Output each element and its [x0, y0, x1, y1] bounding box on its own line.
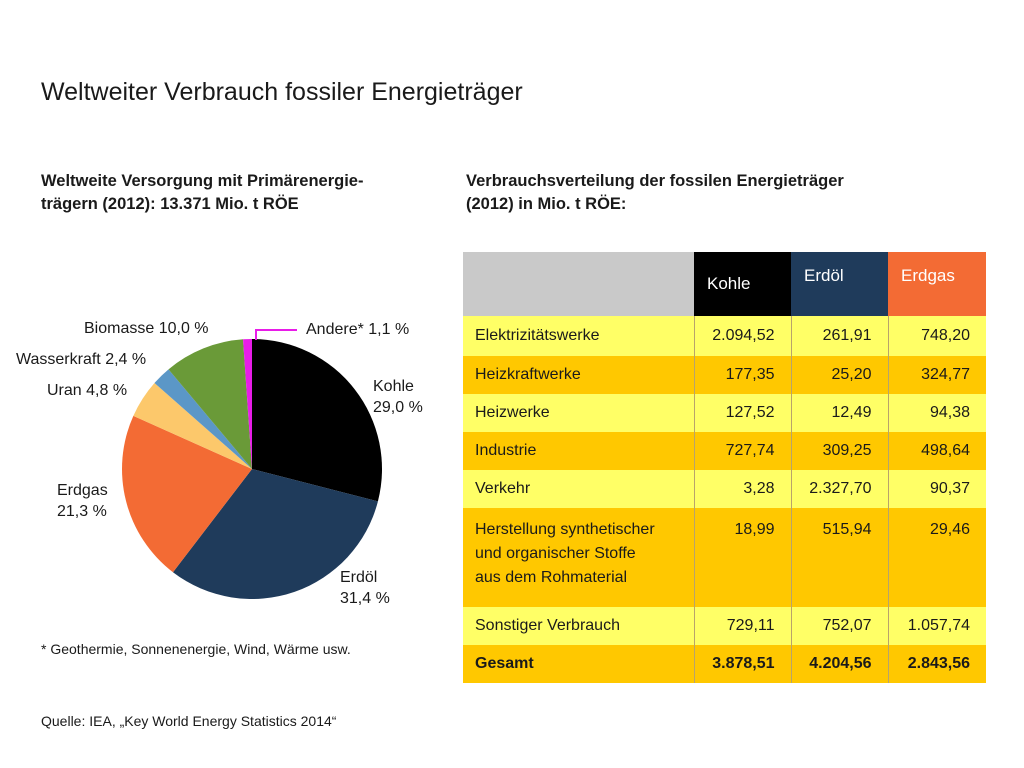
table-row: Elektrizitätswerke 2.094,52 261,91 748,2… — [463, 316, 986, 356]
pie-chart: Kohle 29,0 % Erdöl 31,4 % Erdgas 21,3 % Uran 4… — [16, 320, 423, 607]
pie-labels: Kohle 29,0 % Erdöl 31,4 % Erdgas 21,3 % Uran 4… — [16, 320, 423, 607]
pie-slice-uran — [133, 383, 252, 469]
footnote: * Geothermie, Sonnenenergie, Wind, Wärme… — [41, 641, 351, 657]
pie-label-erdöl: Erdöl 31,4 % — [340, 569, 390, 607]
value-cell: 29,46 — [888, 508, 986, 607]
page-title: Weltweiter Verbrauch fossiler Energieträ… — [41, 78, 523, 106]
value-cell: 727,74 — [694, 432, 792, 470]
row-label-line: aus dem Rohmaterial — [475, 569, 628, 586]
table-header-row: Kohle Erdöl Erdgas — [463, 252, 986, 316]
table-total-row: Gesamt 3.878,51 4.204,56 2.843,56 — [463, 645, 986, 683]
table-row: Sonstiger Verbrauch 729,11 752,07 1.057,… — [463, 607, 986, 645]
column-header-erdgas: Erdgas — [888, 252, 986, 316]
pie-heading-line-1: Weltweite Versorgung mit Primärenergie- — [41, 172, 364, 190]
pie-slice-andere — [243, 339, 252, 469]
value-cell: 25,20 — [791, 356, 889, 394]
value-cell: 90,37 — [888, 470, 986, 508]
value-cell: 729,11 — [694, 607, 792, 645]
table-heading-line-2: (2012) in Mio. t RÖE: — [466, 195, 627, 213]
value-cell: 127,52 — [694, 394, 792, 432]
header-empty-cell — [463, 252, 694, 316]
row-label: Sonstiger Verbrauch — [463, 607, 695, 645]
column-header-kohle: Kohle — [694, 252, 791, 316]
value-cell: 261,91 — [791, 316, 889, 356]
row-label: Industrie — [463, 432, 695, 470]
value-cell: 3,28 — [694, 470, 792, 508]
table-heading: Verbrauchsverteilung der fossilen Energi… — [466, 170, 926, 216]
pie-label-kohle: Kohle 29,0 % — [373, 378, 423, 416]
table-row: Verkehr 3,28 2.327,70 90,37 — [463, 470, 986, 508]
pie-slice-biomasse — [168, 339, 252, 469]
source-note: Quelle: IEA, „Key World Energy Statistic… — [41, 713, 337, 729]
row-label: Heizwerke — [463, 394, 695, 432]
value-cell: 752,07 — [791, 607, 889, 645]
value-cell: 309,25 — [791, 432, 889, 470]
pie-chart-heading: Weltweite Versorgung mit Primärenergie- … — [41, 170, 421, 216]
pie-slices — [122, 339, 383, 600]
table-row: Industrie 727,74 309,25 498,64 — [463, 432, 986, 470]
consumption-table: Kohle Erdöl Erdgas Elektrizitätswerke 2.… — [463, 252, 986, 683]
pie-slice-erdgas — [122, 415, 253, 573]
value-cell: 2.327,70 — [791, 470, 889, 508]
table-row: Heizwerke 127,52 12,49 94,38 — [463, 394, 986, 432]
pie-slice-erdöl — [172, 469, 378, 600]
total-value-cell: 2.843,56 — [888, 645, 986, 683]
value-cell: 94,38 — [888, 394, 986, 432]
value-cell: 748,20 — [888, 316, 986, 356]
row-label-line: Herstellung synthetischer — [475, 521, 655, 538]
table-row: Heizkraftwerke 177,35 25,20 324,77 — [463, 356, 986, 394]
pie-leader-line-andere — [255, 329, 297, 340]
row-label: Verkehr — [463, 470, 695, 508]
column-header-erdoel: Erdöl — [791, 252, 888, 316]
value-cell: 498,64 — [888, 432, 986, 470]
pie-label-uran: Uran 4,8 % — [47, 382, 127, 399]
value-cell: 515,94 — [791, 508, 889, 607]
table-heading-line-1: Verbrauchsverteilung der fossilen Energi… — [466, 172, 844, 190]
pie-heading-line-2: trägern (2012): 13.371 Mio. t RÖE — [41, 195, 299, 213]
value-cell: 177,35 — [694, 356, 792, 394]
total-value-cell: 3.878,51 — [694, 645, 792, 683]
value-cell: 2.094,52 — [694, 316, 792, 356]
value-cell: 324,77 — [888, 356, 986, 394]
total-label: Gesamt — [463, 645, 695, 683]
row-label: Heizkraftwerke — [463, 356, 695, 394]
total-value-cell: 4.204,56 — [791, 645, 889, 683]
pie-slice-kohle — [252, 339, 383, 502]
value-cell: 1.057,74 — [888, 607, 986, 645]
pie-label-erdgas: Erdgas 21,3 % — [57, 482, 108, 520]
table-row: Herstellung synthetischer und organische… — [463, 508, 986, 607]
value-cell: 18,99 — [694, 508, 792, 607]
pie-label-wasserkraft: Wasserkraft 2,4 % — [16, 351, 146, 368]
row-label: Herstellung synthetischer und organische… — [463, 508, 695, 607]
row-label-line: und organischer Stoffe — [475, 545, 636, 562]
value-cell: 12,49 — [791, 394, 889, 432]
pie-slice-wasserkraft — [154, 369, 252, 469]
pie-label-biomasse: Biomasse 10,0 % — [84, 320, 209, 337]
pie-label-andere: Andere* 1,1 % — [306, 321, 409, 338]
row-label: Elektrizitätswerke — [463, 316, 695, 356]
